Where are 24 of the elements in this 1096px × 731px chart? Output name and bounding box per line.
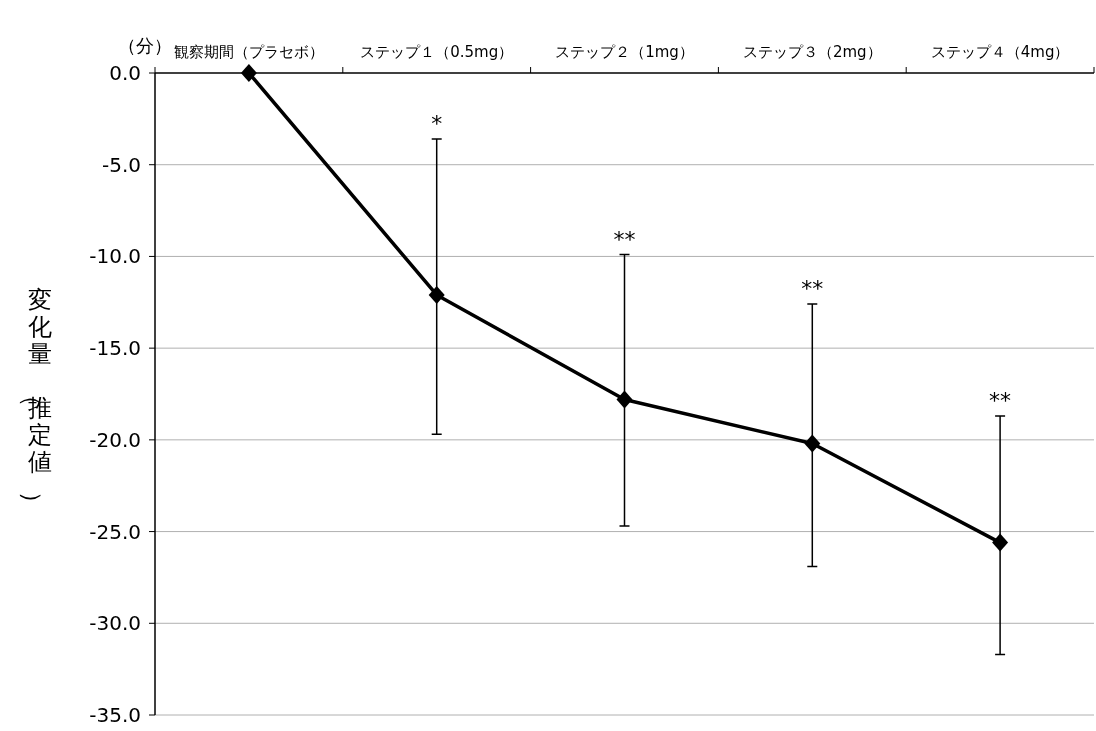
- point: [240, 64, 257, 82]
- y-tick-label: -25.0: [89, 519, 141, 544]
- annotation: **: [801, 276, 824, 302]
- point: [992, 533, 1009, 552]
- annotation: **: [613, 226, 636, 252]
- y-tick-label: 0.0: [109, 61, 141, 85]
- y-tick-label: -5.0: [101, 152, 141, 177]
- annotation: *: [431, 111, 443, 137]
- x-tick-label: 観察期間（プラセボ）: [173, 43, 324, 61]
- x-tick-label: ステップ４（4mg）: [930, 43, 1070, 61]
- x-tick-label: ステップ３（2mg）: [742, 43, 882, 61]
- y-tick-label: -15.0: [89, 336, 141, 361]
- y-tick-label: -20.0: [89, 427, 141, 452]
- x-tick-label: ステップ２（1mg）: [555, 43, 694, 61]
- y-tick-label: -30.0: [89, 611, 141, 636]
- text: （分）: [118, 35, 172, 56]
- annotation: **: [989, 388, 1012, 414]
- point: [804, 434, 821, 453]
- y-axis-title: 変化量（推定値）: [18, 285, 52, 515]
- point: [616, 390, 633, 409]
- y-tick-label: -10.0: [89, 244, 141, 269]
- x-tick-label: ステップ１（0.5mg）: [360, 43, 514, 61]
- y-tick-label: -35.0: [89, 703, 141, 727]
- point: [428, 285, 445, 304]
